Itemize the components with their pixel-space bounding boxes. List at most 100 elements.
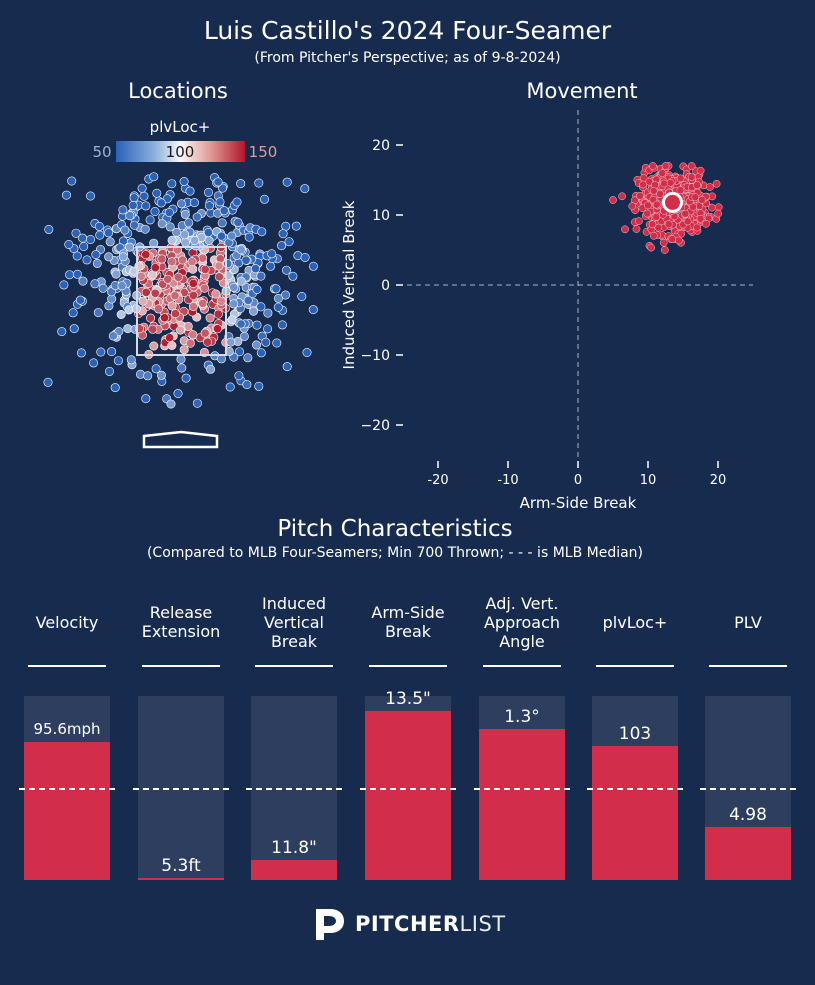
movement-point [668, 235, 677, 243]
metric-value: 1.3° [504, 707, 540, 727]
metric-bar-fill [24, 742, 110, 880]
location-point [157, 370, 167, 380]
location-point [297, 292, 307, 302]
metric-underline [142, 665, 220, 667]
location-point [200, 283, 210, 293]
x-tick-label: 10 [640, 473, 657, 488]
location-point [188, 302, 198, 312]
location-point [200, 328, 210, 338]
movement-point [652, 213, 661, 221]
location-point [226, 337, 236, 347]
location-point [154, 304, 164, 314]
location-point [68, 308, 78, 318]
movement-point [644, 201, 652, 210]
location-point [188, 278, 198, 288]
metric-underline [483, 665, 561, 667]
location-point [145, 215, 155, 225]
location-point [190, 236, 200, 246]
movement-point [660, 246, 669, 254]
movement-point [649, 231, 658, 240]
location-point [227, 315, 237, 325]
location-point [120, 225, 130, 235]
location-point [150, 288, 160, 298]
location-point [198, 298, 208, 308]
x-tick-label: 20 [710, 473, 727, 488]
movement-average-marker [662, 191, 683, 213]
movement-point [621, 225, 629, 234]
location-point [288, 271, 298, 281]
location-point [236, 319, 246, 329]
location-point [204, 236, 214, 246]
location-point [215, 197, 225, 207]
location-point [277, 320, 287, 330]
metric-bar-fill [138, 878, 224, 880]
movement-point [702, 219, 710, 228]
location-point [263, 324, 273, 334]
movement-plot: −20 −10 0 10 20 -20 -10 0 10 20 Arm-Side Break Indu… [340, 110, 753, 512]
location-point [150, 206, 160, 216]
location-point [284, 237, 294, 247]
location-point [198, 253, 208, 263]
movement-point [666, 178, 675, 187]
location-point [254, 381, 264, 391]
location-point [173, 389, 183, 399]
location-point [72, 269, 82, 279]
x-tick-label: -20 [427, 473, 448, 488]
location-point [72, 251, 82, 261]
location-point [79, 242, 89, 252]
location-point [205, 313, 215, 323]
y-tick-label: 10 [372, 208, 390, 224]
location-point [183, 321, 193, 331]
location-point [204, 201, 214, 211]
location-point [213, 177, 223, 187]
metric-bar-fill [251, 860, 337, 880]
location-point [107, 347, 117, 357]
location-point [179, 177, 189, 186]
location-point [143, 371, 153, 381]
location-point [189, 198, 199, 208]
location-point [65, 270, 75, 280]
location-point [108, 331, 118, 341]
location-point [192, 398, 202, 408]
location-point [260, 194, 270, 204]
location-point [125, 211, 135, 221]
location-point [180, 230, 190, 240]
movement-point [714, 209, 722, 218]
location-point [204, 187, 214, 197]
movement-point [676, 186, 685, 195]
movement-point [639, 180, 647, 189]
location-point [227, 231, 237, 241]
location-point [149, 341, 159, 351]
location-point [192, 212, 202, 222]
movement-point [674, 236, 683, 245]
y-tick-label: 0 [381, 278, 390, 294]
location-point [214, 261, 224, 271]
location-point [225, 382, 235, 392]
location-point [82, 255, 92, 265]
location-point [203, 227, 213, 237]
location-point [85, 235, 95, 245]
location-point [146, 313, 156, 323]
location-point [85, 191, 95, 201]
location-point [128, 200, 138, 210]
location-point [271, 284, 281, 294]
location-point [213, 309, 223, 319]
location-point [261, 337, 271, 347]
location-point [267, 249, 277, 259]
location-point [179, 345, 189, 355]
location-point [152, 188, 162, 198]
movement-point [618, 192, 626, 201]
location-point [117, 281, 127, 291]
mlb-median-line [133, 788, 229, 790]
location-point [136, 271, 146, 281]
movement-point [643, 209, 652, 218]
movement-point [681, 209, 690, 218]
location-point [300, 184, 310, 194]
location-point [71, 228, 81, 238]
location-point [242, 380, 252, 390]
location-point [141, 394, 151, 404]
location-point [217, 218, 227, 228]
location-point [61, 190, 71, 200]
location-point [185, 186, 195, 196]
location-point [184, 218, 194, 228]
